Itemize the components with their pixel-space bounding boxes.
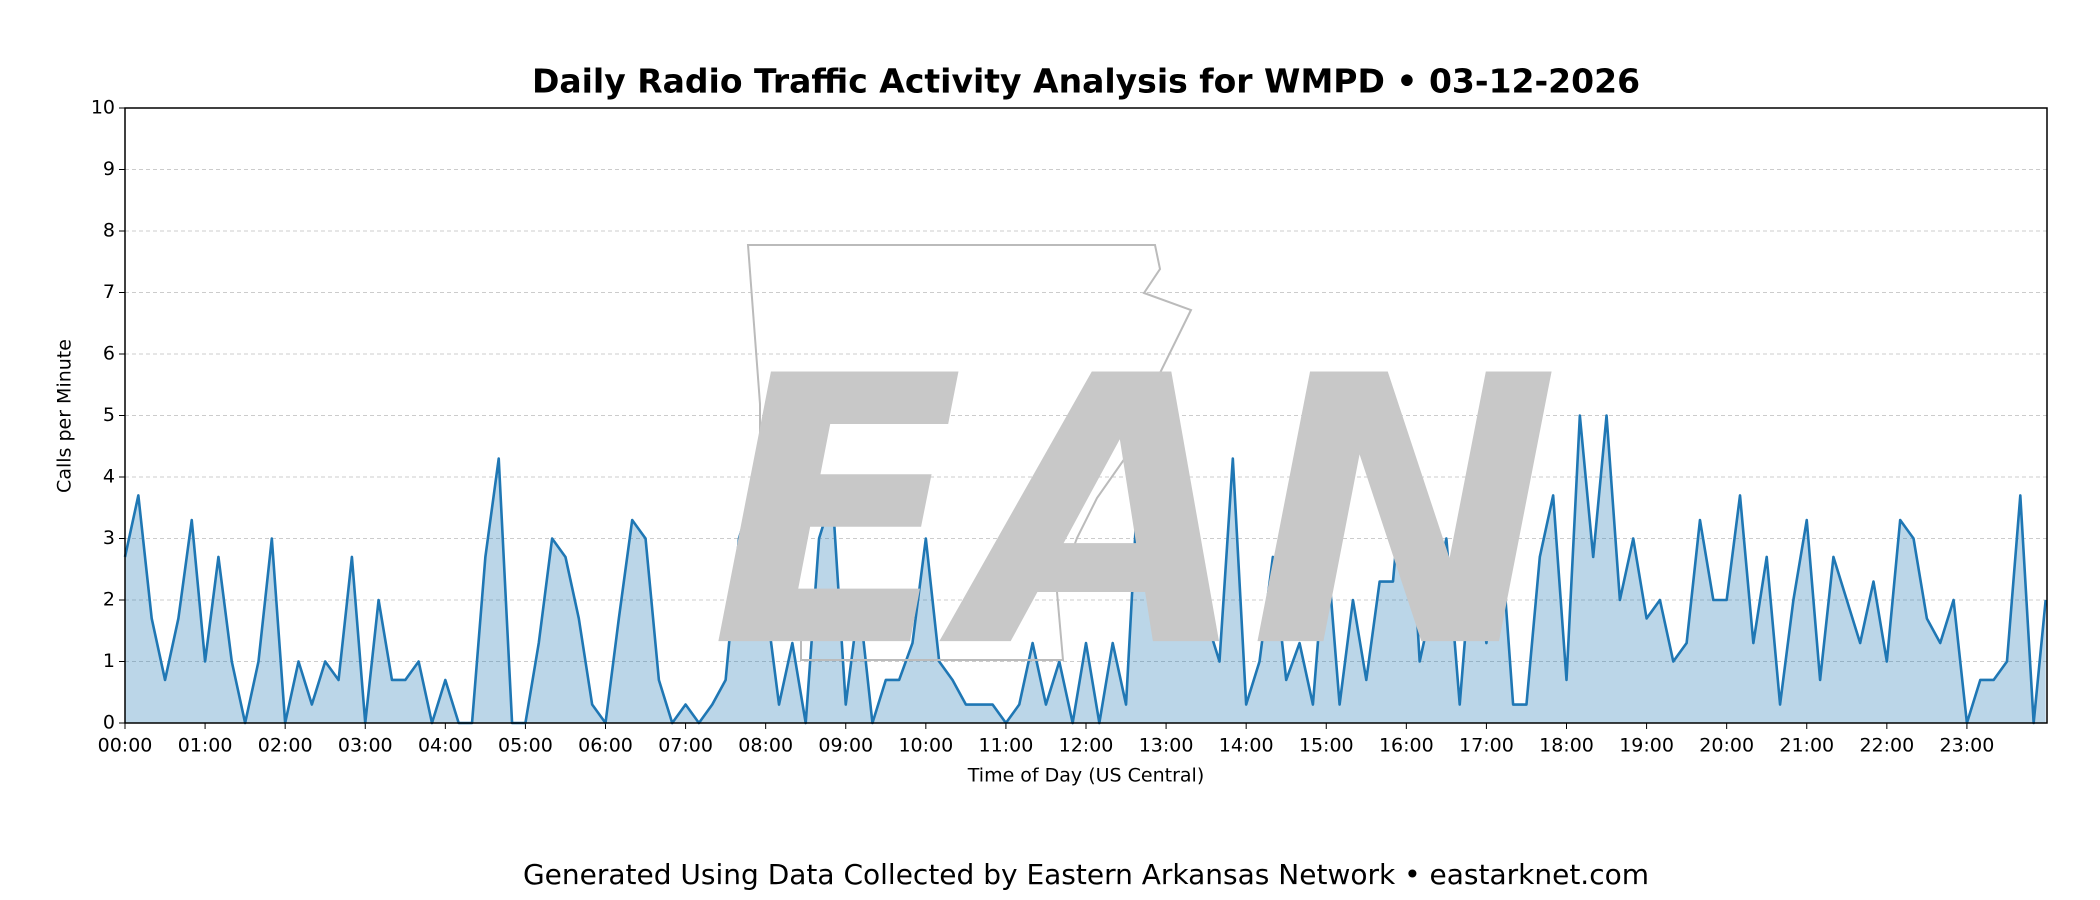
x-tick-label: 15:00 — [1299, 735, 1354, 757]
x-tick-label: 08:00 — [738, 735, 793, 757]
y-tick-label: 1 — [103, 650, 115, 672]
x-tick-label: 19:00 — [1619, 735, 1674, 757]
y-tick-label: 3 — [103, 527, 115, 549]
x-tick-label: 07:00 — [658, 735, 713, 757]
x-tick-label: 21:00 — [1779, 735, 1834, 757]
x-tick-label: 02:00 — [258, 735, 313, 757]
x-tick-label: 05:00 — [498, 735, 553, 757]
state-outline — [746, 244, 1193, 661]
y-tick-label: 8 — [103, 220, 115, 242]
x-tick-label: 18:00 — [1539, 735, 1594, 757]
x-tick-label: 11:00 — [979, 735, 1034, 757]
y-tick-label: 9 — [103, 158, 115, 180]
y-tick-label: 10 — [91, 97, 115, 119]
area — [125, 415, 2046, 723]
x-tick-label: 04:00 — [418, 735, 473, 757]
y-tick-label: 7 — [103, 281, 115, 303]
x-tick-label: 23:00 — [1940, 735, 1995, 757]
footer: Generated Using Data Collected by Easter… — [523, 858, 1649, 891]
line — [123, 414, 2047, 725]
y-tick-label: 0 — [103, 712, 115, 734]
y-axis-label: Calls per Minute — [54, 339, 76, 493]
chart-title: Daily Radio Traffic Activity Analysis fo… — [532, 62, 1640, 101]
plot-frame — [124, 107, 2048, 724]
x-tick-label: 14:00 — [1219, 735, 1274, 757]
x-tick-label: 00:00 — [98, 735, 153, 757]
x-tick-label: 13:00 — [1139, 735, 1194, 757]
x-tick-label: 10:00 — [898, 735, 953, 757]
x-tick-label: 20:00 — [1699, 735, 1754, 757]
x-tick-label: 22:00 — [1859, 735, 1914, 757]
y-tick-label: 6 — [103, 343, 115, 365]
y-tick-label: 5 — [103, 404, 115, 426]
y-tick-label: 4 — [103, 466, 115, 488]
x-tick-label: 03:00 — [338, 735, 393, 757]
x-tick-label: 01:00 — [178, 735, 233, 757]
x-tick-label: 16:00 — [1379, 735, 1434, 757]
x-tick-label: 09:00 — [818, 735, 873, 757]
x-axis-label: Time of Day (US Central) — [967, 765, 1204, 787]
watermark: EAN — [711, 244, 1560, 729]
x-tick-label: 17:00 — [1459, 735, 1514, 757]
x-tick-label: 12:00 — [1059, 735, 1114, 757]
watermark-text: EAN — [711, 299, 1560, 729]
y-tick-label: 2 — [103, 589, 115, 611]
x-tick-label: 06:00 — [578, 735, 633, 757]
